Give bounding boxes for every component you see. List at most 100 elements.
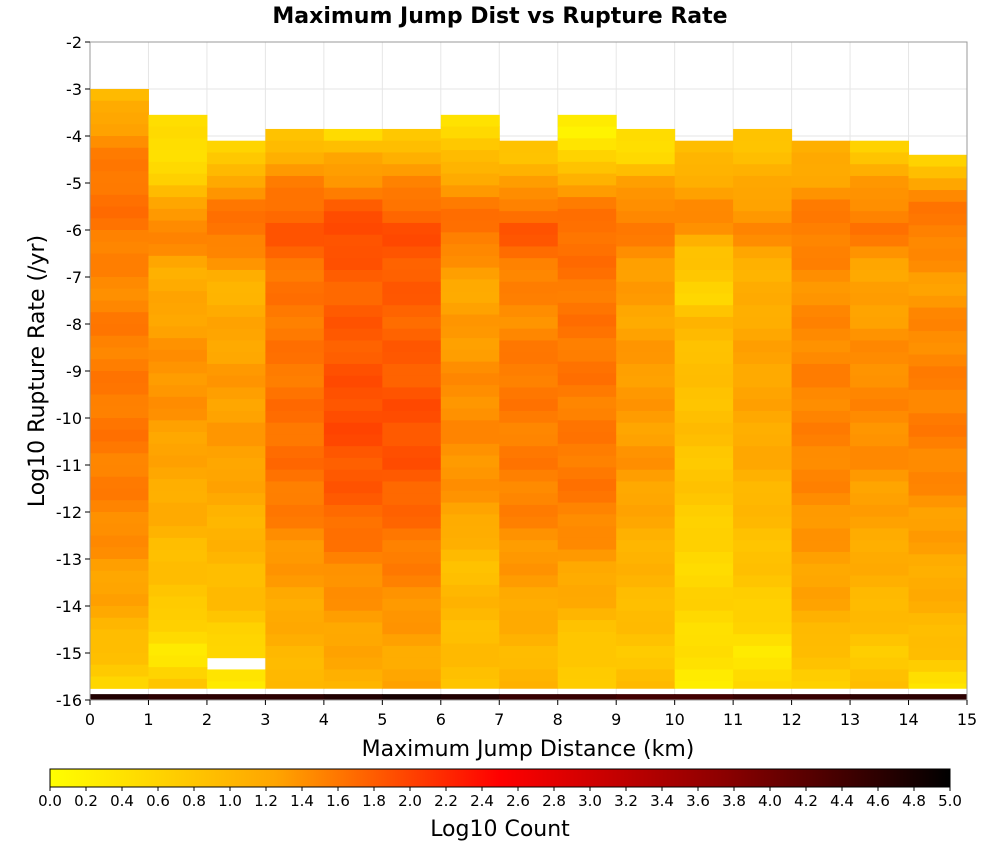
heatmap-cell: [616, 246, 676, 259]
heatmap-cell: [850, 258, 910, 271]
heatmap-cell: [499, 457, 559, 471]
heatmap-cell: [733, 222, 793, 236]
heatmap-cell: [557, 197, 617, 210]
heatmap-cell: [440, 443, 500, 457]
heatmap-cell: [616, 493, 676, 506]
heatmap-cell: [791, 410, 851, 424]
heatmap-cell: [148, 197, 208, 210]
heatmap-cell: [148, 302, 208, 316]
heatmap-cell: [206, 622, 266, 635]
y-tick-label: -6: [66, 221, 82, 240]
heatmap-cell: [908, 237, 968, 250]
heatmap-cell: [557, 549, 617, 562]
heatmap-cell: [499, 340, 559, 353]
heatmap-cell: [908, 284, 968, 297]
heatmap-cell: [908, 519, 968, 532]
heatmap-cell: [733, 681, 793, 689]
colorbar-tick-label: 4.6: [866, 792, 890, 810]
x-axis-label: Maximum Jump Distance (km): [362, 737, 695, 762]
heatmap-cell: [733, 175, 793, 189]
heatmap-cell: [323, 152, 383, 165]
heatmap-cell: [674, 399, 734, 412]
heatmap-cell: [850, 222, 910, 236]
heatmap-cell: [148, 596, 208, 609]
heatmap-cell: [90, 324, 149, 337]
heatmap-cell: [440, 267, 500, 280]
x-tick-label: 6: [436, 710, 446, 729]
heatmap-cell: [382, 258, 442, 271]
heatmap-cell: [265, 246, 325, 259]
heatmap-cell: [557, 208, 617, 222]
heatmap-cell: [382, 199, 442, 212]
heatmap-cell: [323, 269, 383, 283]
heatmap-cell: [616, 469, 676, 482]
heatmap-cell: [382, 504, 442, 518]
colorbar-tick-label: 0.2: [74, 792, 98, 810]
colorbar-tick-label: 2.2: [434, 792, 458, 810]
heatmap-cell: [382, 387, 442, 400]
heatmap-cell: [90, 512, 149, 525]
y-tick-label: -12: [56, 503, 82, 522]
colorbar-tick-label: 3.0: [578, 792, 602, 810]
heatmap-cell: [440, 561, 500, 574]
heatmap-cell: [674, 140, 734, 153]
heatmap-cell: [674, 587, 734, 600]
heatmap-cell: [791, 222, 851, 236]
heatmap-cell: [323, 234, 383, 247]
heatmap-cell: [265, 681, 325, 689]
heatmap-cell: [908, 272, 968, 285]
heatmap-cell: [674, 634, 734, 647]
heatmap-cell: [499, 694, 559, 700]
heatmap-cell: [323, 164, 383, 177]
heatmap-cell: [616, 681, 676, 689]
heatmap-cell: [90, 500, 149, 513]
heatmap-cell: [850, 694, 910, 700]
heatmap-cell: [791, 399, 851, 412]
colorbar-tick-label: 1.4: [290, 792, 314, 810]
heatmap-cell: [499, 410, 559, 424]
heatmap-cell: [323, 281, 383, 294]
colorbar-tick-label: 1.2: [254, 792, 278, 810]
heatmap-cell: [850, 140, 910, 153]
heatmap-cell: [616, 375, 676, 388]
x-tick-label: 0: [85, 710, 95, 729]
heatmap-cell: [206, 211, 266, 224]
colorbar-ticks: 0.0 0.2 0.4 0.6 0.8 1.0 1.2 1.4 1.6 1.8 2.0 2.2 2.4 2…: [38, 787, 962, 810]
heatmap-cell: [616, 222, 676, 236]
heatmap-cell: [90, 171, 149, 184]
heatmap-cell: [382, 457, 442, 471]
heatmap-cell: [440, 694, 500, 700]
heatmap-cell: [206, 469, 266, 482]
heatmap-cell: [148, 608, 208, 621]
heatmap-cell: [382, 305, 442, 318]
heatmap-cell: [908, 248, 968, 262]
heatmap-cell: [382, 293, 442, 306]
heatmap-cell: [908, 530, 968, 544]
colorbar: [49, 768, 951, 788]
heatmap-cell: [206, 199, 266, 212]
colorbar-tick-label: 2.6: [506, 792, 530, 810]
heatmap-cell: [265, 140, 325, 153]
heatmap-cell: [440, 291, 500, 304]
heatmap-cell: [499, 352, 559, 365]
heatmap-cell: [382, 211, 442, 224]
heatmap-cell: [206, 669, 266, 682]
heatmap-cell: [206, 634, 266, 647]
heatmap-cell: [499, 187, 559, 200]
heatmap-cell: [440, 220, 500, 233]
heatmap-cell: [265, 375, 325, 388]
heatmap-cell: [440, 620, 500, 633]
heatmap-cell: [616, 563, 676, 576]
heatmap-cell: [265, 199, 325, 212]
x-tick-label: 5: [377, 710, 387, 729]
heatmap-cell: [674, 598, 734, 612]
heatmap-cell: [382, 128, 442, 142]
heatmap-cell: [557, 620, 617, 633]
heatmap-cell: [265, 446, 325, 459]
heatmap-cell: [206, 340, 266, 353]
heatmap-cell: [908, 683, 968, 689]
heatmap-cell: [440, 338, 500, 351]
heatmap-cell: [148, 279, 208, 292]
heatmap-cell: [382, 493, 442, 506]
heatmap-cell: [908, 319, 968, 332]
